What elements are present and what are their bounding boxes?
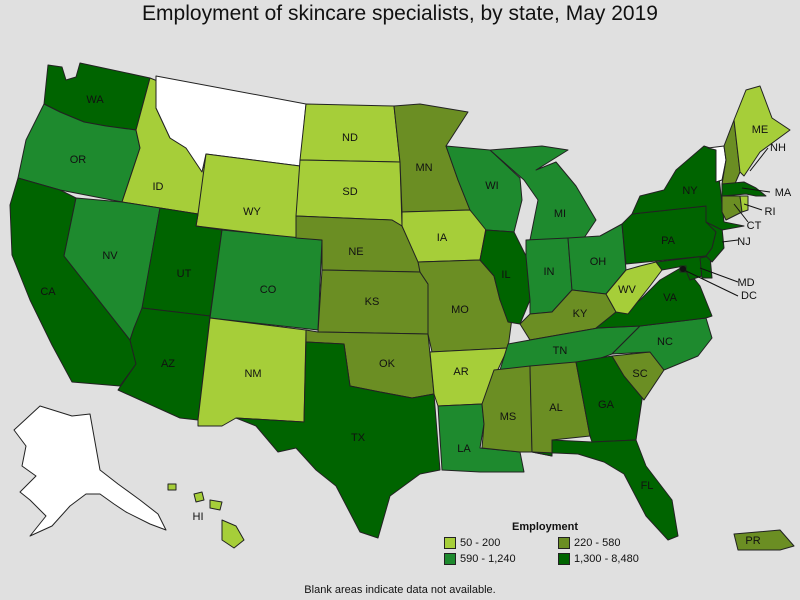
state-label-NH: NH [770,142,786,154]
state-label-NE: NE [348,246,363,258]
legend-swatch [444,537,456,549]
state-AK [13,405,167,537]
state-label-PA: PA [661,235,676,247]
state-FL [531,439,679,541]
state-label-FL: FL [641,480,654,492]
state-label-WV: WV [618,284,636,296]
state-label-MA: MA [775,187,792,199]
state-label-WA: WA [86,94,104,106]
state-label-PR: PR [745,535,760,547]
state-label-AR: AR [453,366,468,378]
state-label-RI: RI [765,206,776,218]
state-label-IN: IN [544,266,555,278]
state-CT [721,195,743,221]
state-MI [489,145,597,241]
state-label-AZ: AZ [161,358,175,370]
state-label-NC: NC [657,336,673,348]
legend-label: 50 - 200 [460,537,501,549]
state-labels: WA OR CA ID NV WY UT AZ CO NM ND SD NE KS OK TX MN IA MO AR… [40,94,792,547]
state-ME [733,85,791,177]
state-label-ME: ME [752,124,769,136]
state-label-OK: OK [379,358,396,370]
state-label-ID: ID [153,181,164,193]
legend-item: 50 - 200 [444,537,500,549]
state-label-WI: WI [485,180,498,192]
state-label-LA: LA [457,443,471,455]
legend-title: Employment [512,521,579,533]
legend-label: 220 - 580 [574,537,621,549]
state-label-CA: CA [40,286,56,298]
dc-marker [680,266,686,272]
state-label-NM: NM [244,368,261,380]
state-PR [733,529,795,551]
state-label-AL: AL [549,402,562,414]
state-label-KY: KY [573,308,588,320]
state-label-NV: NV [102,250,118,262]
state-WY [195,153,301,239]
map-title: Employment of skincare specialists, by s… [142,2,658,25]
state-label-IL: IL [501,269,510,281]
state-label-MN: MN [415,162,432,174]
state-label-SC: SC [632,368,647,380]
state-label-OH: OH [590,256,607,268]
state-label-TN: TN [553,345,568,357]
state-label-MO: MO [451,304,469,316]
state-label-NY: NY [682,185,698,197]
state-label-ND: ND [342,132,358,144]
state-label-WY: WY [243,206,261,218]
state-label-NJ: NJ [737,236,750,248]
state-label-DC: DC [741,290,757,302]
footnote: Blank areas indicate data not available. [304,584,496,596]
legend-swatch [558,537,570,549]
state-label-SD: SD [342,186,357,198]
state-label-HI: HI [193,511,204,523]
state-NJ [705,221,725,263]
state-label-CO: CO [260,284,277,296]
state-label-CT: CT [747,220,762,232]
state-IL [479,229,531,325]
legend-item: 220 - 580 [558,537,620,549]
state-label-MD: MD [737,277,754,289]
state-label-OR: OR [70,154,87,166]
state-label-UT: UT [177,268,192,280]
state-label-KS: KS [365,296,380,308]
legend-label: 1,300 - 8,480 [574,553,639,565]
label-leaders [683,147,771,297]
legend-swatch [444,553,456,565]
state-label-TX: TX [351,432,366,444]
state-label-GA: GA [598,399,615,411]
state-MA [721,181,767,197]
legend-item: 590 - 1,240 [444,553,516,565]
state-CO [209,229,323,331]
state-label-MI: MI [554,208,566,220]
state-TX [235,341,441,539]
legend-item: 1,300 - 8,480 [558,553,639,565]
state-label-VA: VA [663,292,678,304]
state-label-IA: IA [437,232,448,244]
legend-swatch [558,553,570,565]
state-HI [167,483,245,549]
state-label-MS: MS [500,411,517,423]
legend-label: 590 - 1,240 [460,553,516,565]
